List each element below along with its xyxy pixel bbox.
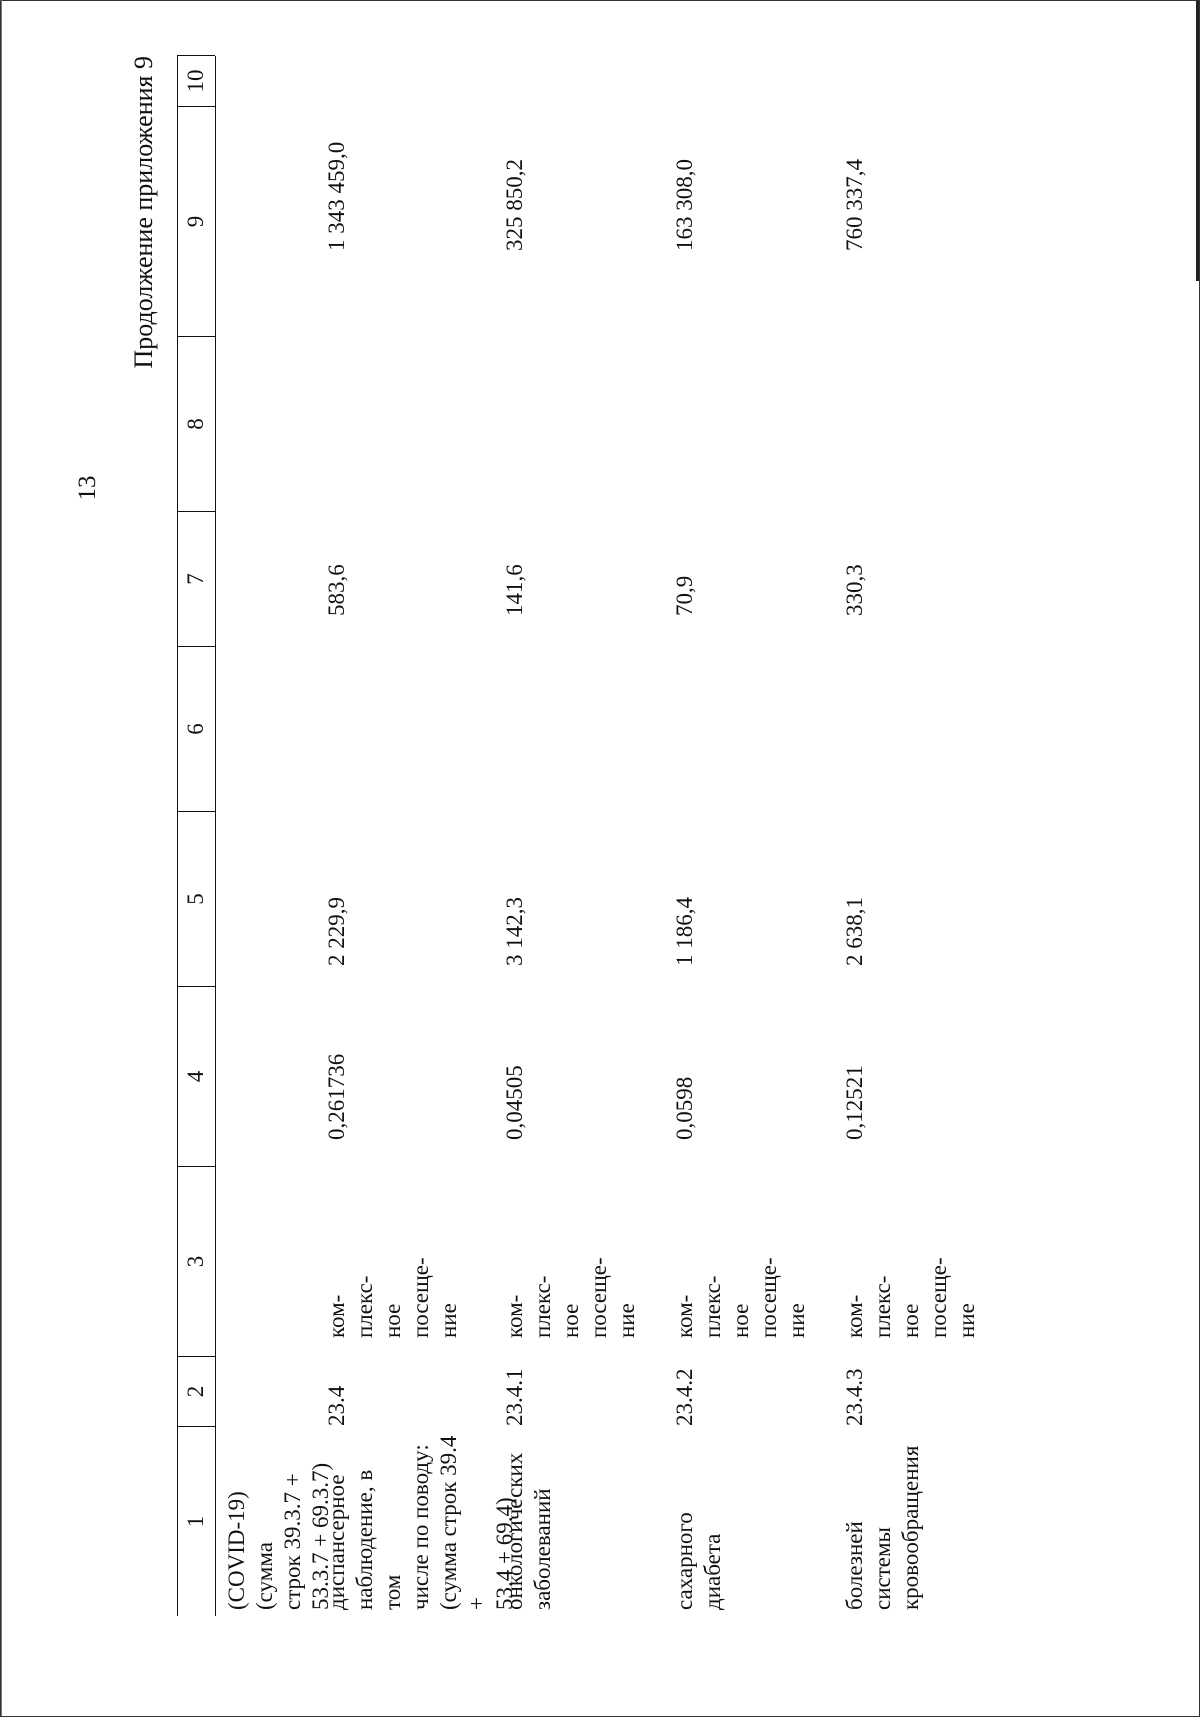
row-col7-value: 70,9 <box>672 575 697 616</box>
row-col9-value: 325 850,2 <box>502 159 527 251</box>
header-col-9: 9 <box>177 106 215 336</box>
table-header-row: 1 2 3 4 5 6 7 8 9 10 <box>177 56 216 1616</box>
header-col-2: 2 <box>177 1356 215 1426</box>
table-row: онкологических заболеваний 23.4.1 ком- п… <box>501 56 651 1616</box>
row-col5-value: 2 229,9 <box>324 897 349 966</box>
row-label: онкологических заболеваний <box>502 1452 555 1610</box>
row-col7-value: 583,6 <box>324 564 349 616</box>
row-col5-value: 3 142,3 <box>502 897 527 966</box>
appendix-continuation-note: Продолжение приложения 9 <box>129 56 158 369</box>
row-label: диспансерное наблюдение, в том числе по … <box>324 1435 517 1610</box>
header-col-5: 5 <box>177 811 215 986</box>
table-row: диспансерное наблюдение, в том числе по … <box>323 56 517 1616</box>
header-col-10: 10 <box>183 69 208 93</box>
row-code: 23.4 <box>324 1385 349 1426</box>
row-label: болезней системы кровообращения <box>842 1445 923 1610</box>
table-row: болезней системы кровообращения 23.4.3 к… <box>841 56 991 1616</box>
row-code: 23.4.3 <box>842 1368 867 1427</box>
header-col-1: 1 <box>177 1426 215 1616</box>
header-col-8: 8 <box>177 336 215 511</box>
row-col4-value: 0,261736 <box>324 1053 349 1140</box>
header-col-3: 3 <box>177 1166 215 1356</box>
row-col5-value: 1 186,4 <box>672 897 697 966</box>
row-code: 23.4.1 <box>502 1368 527 1427</box>
row-label: (COVID-19) (сумма строк 39.3.7 + 53.3.7 … <box>224 1462 333 1610</box>
row-code: 23.4.2 <box>672 1368 697 1427</box>
row-col4-value: 0,12521 <box>842 1065 867 1140</box>
row-col5-value: 2 638,1 <box>842 897 867 966</box>
row-unit: ком- плекс- ное посеще- ние <box>672 1257 809 1338</box>
table-row: сахарного диабета 23.4.2 ком- плекс- ное… <box>671 56 821 1616</box>
row-unit: ком- плекс- ное посеще- ние <box>324 1257 461 1338</box>
row-col7-value: 330,3 <box>842 564 867 616</box>
header-col-6: 6 <box>177 646 215 811</box>
row-col7-value: 141,6 <box>502 564 527 616</box>
row-unit: ком- плекс- ное посеще- ние <box>502 1257 639 1338</box>
row-col9-value: 760 337,4 <box>842 159 867 251</box>
row-col4-value: 0,04505 <box>502 1065 527 1140</box>
header-col-7: 7 <box>177 511 215 646</box>
page-number: 13 <box>74 475 101 501</box>
row-col9-value: 1 343 459,0 <box>324 141 349 251</box>
row-col9-value: 163 308,0 <box>672 159 697 251</box>
row-col4-value: 0,0598 <box>672 1076 697 1140</box>
row-label: сахарного диабета <box>672 1512 725 1610</box>
row-unit: ком- плекс- ное посеще- ние <box>842 1257 979 1338</box>
table-row: (COVID-19) (сумма строк 39.3.7 + 53.3.7 … <box>223 56 333 1616</box>
header-col-4: 4 <box>177 986 215 1166</box>
